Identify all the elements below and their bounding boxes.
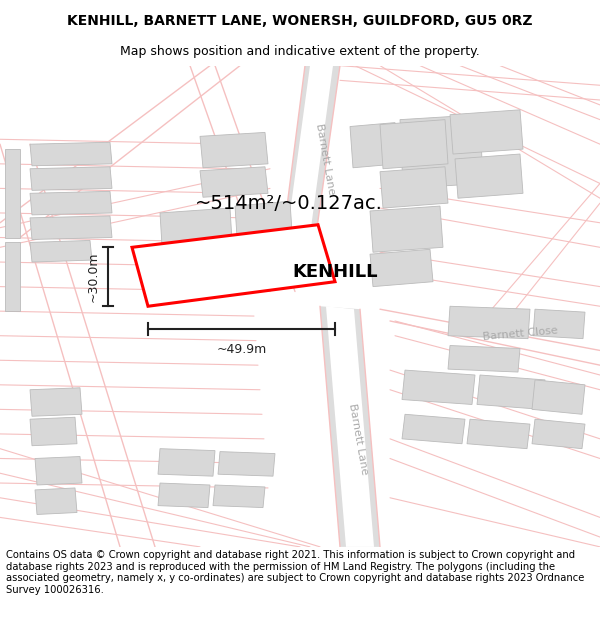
Text: Contains OS data © Crown copyright and database right 2021. This information is : Contains OS data © Crown copyright and d… [6, 550, 584, 595]
Polygon shape [370, 206, 443, 252]
Text: Barnett Lane: Barnett Lane [347, 402, 369, 475]
Text: KENHILL: KENHILL [292, 263, 377, 281]
Polygon shape [320, 306, 380, 547]
Polygon shape [35, 456, 82, 485]
Polygon shape [200, 167, 268, 198]
Polygon shape [5, 149, 20, 238]
Polygon shape [132, 225, 335, 306]
Polygon shape [370, 249, 433, 287]
Polygon shape [30, 142, 112, 166]
Polygon shape [158, 483, 210, 508]
Text: ~514m²/~0.127ac.: ~514m²/~0.127ac. [195, 194, 383, 213]
Polygon shape [160, 259, 223, 296]
Text: Map shows position and indicative extent of the property.: Map shows position and indicative extent… [120, 46, 480, 58]
Polygon shape [30, 241, 92, 262]
Polygon shape [35, 488, 77, 514]
Polygon shape [532, 419, 585, 449]
Polygon shape [235, 201, 293, 252]
Polygon shape [5, 242, 20, 311]
Polygon shape [380, 119, 448, 169]
Polygon shape [448, 346, 520, 372]
Polygon shape [160, 208, 233, 262]
Polygon shape [218, 452, 275, 476]
Polygon shape [282, 66, 333, 272]
Polygon shape [448, 306, 530, 339]
Polygon shape [402, 414, 465, 444]
Polygon shape [278, 66, 340, 277]
Polygon shape [400, 115, 483, 188]
Polygon shape [477, 375, 545, 409]
Polygon shape [30, 167, 112, 191]
Polygon shape [213, 485, 265, 508]
Polygon shape [455, 154, 523, 198]
Polygon shape [450, 110, 523, 154]
Polygon shape [533, 309, 585, 339]
Polygon shape [532, 380, 585, 414]
Polygon shape [467, 419, 530, 449]
Polygon shape [30, 216, 112, 239]
Text: Barnett Close: Barnett Close [482, 326, 558, 342]
Text: KENHILL, BARNETT LANE, WONERSH, GUILDFORD, GU5 0RZ: KENHILL, BARNETT LANE, WONERSH, GUILDFOR… [67, 14, 533, 28]
Text: ~49.9m: ~49.9m [217, 342, 266, 356]
Polygon shape [326, 306, 374, 547]
Polygon shape [200, 132, 268, 168]
Text: Barnett Lane: Barnett Lane [314, 122, 336, 196]
Text: ~30.0m: ~30.0m [87, 251, 100, 302]
Polygon shape [402, 370, 475, 404]
Polygon shape [350, 122, 398, 168]
Polygon shape [30, 191, 112, 215]
Polygon shape [158, 449, 215, 476]
Polygon shape [30, 418, 77, 446]
Polygon shape [30, 388, 82, 416]
Polygon shape [380, 167, 448, 208]
